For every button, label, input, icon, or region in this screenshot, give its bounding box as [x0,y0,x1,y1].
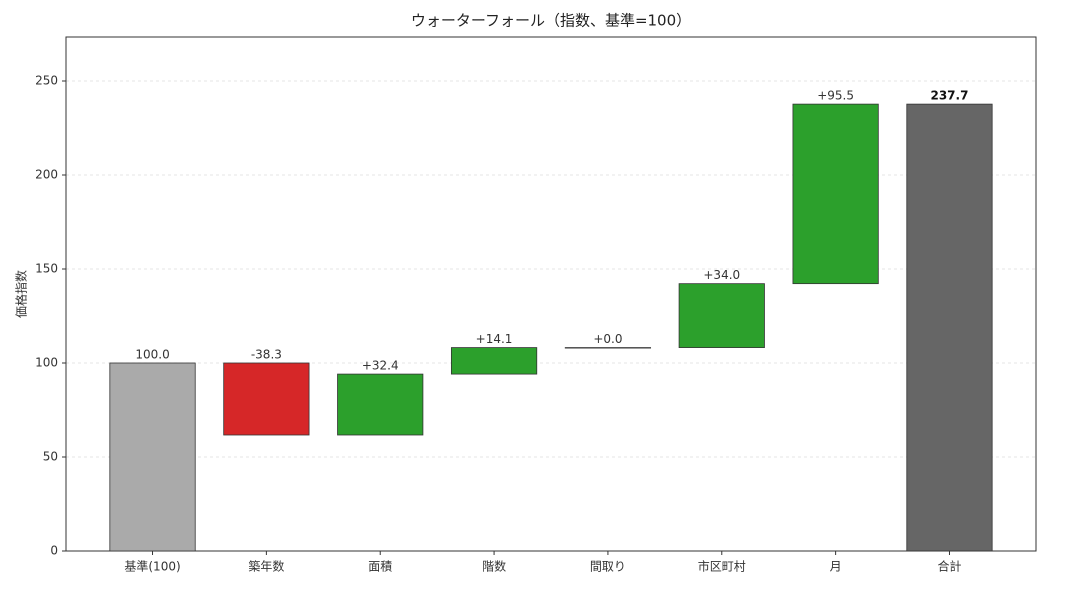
bar [678,283,765,348]
value-label: +34.0 [703,268,740,282]
x-tick-label: 基準(100) [124,559,180,574]
x-tick-label: 間取り [590,560,626,574]
plot-frame [65,36,1037,552]
bar [792,103,879,285]
x-tick-label: 階数 [482,559,506,574]
value-label: +95.5 [817,89,854,103]
y-tick-label: 50 [43,449,58,463]
chart-title: ウォーターフォール（指数、基準=100） [411,12,691,30]
x-tick-label: 築年数 [248,559,284,574]
value-label: -38.3 [251,347,282,361]
y-tick-label: 200 [35,167,58,181]
x-tick-label: 月 [830,560,842,574]
value-label: 237.7 [930,89,968,103]
bar [564,347,652,349]
bar [450,347,538,375]
value-label: +14.1 [476,332,513,346]
y-tick-label: 250 [35,73,58,87]
y-tick-label: 100 [35,355,58,369]
value-label: +32.4 [362,359,399,373]
bar [337,373,424,436]
bar [223,362,310,436]
bar [906,103,993,552]
value-label: +0.0 [593,332,622,346]
bar [109,362,196,552]
x-tick-label: 合計 [937,559,961,574]
y-tick-label: 150 [35,261,58,275]
x-tick-label: 面積 [368,559,392,574]
value-label: 100.0 [135,347,169,361]
x-tick-label: 市区町村 [698,559,746,574]
y-axis-label: 価格指数 [14,270,29,318]
y-tick-label: 0 [50,544,58,558]
